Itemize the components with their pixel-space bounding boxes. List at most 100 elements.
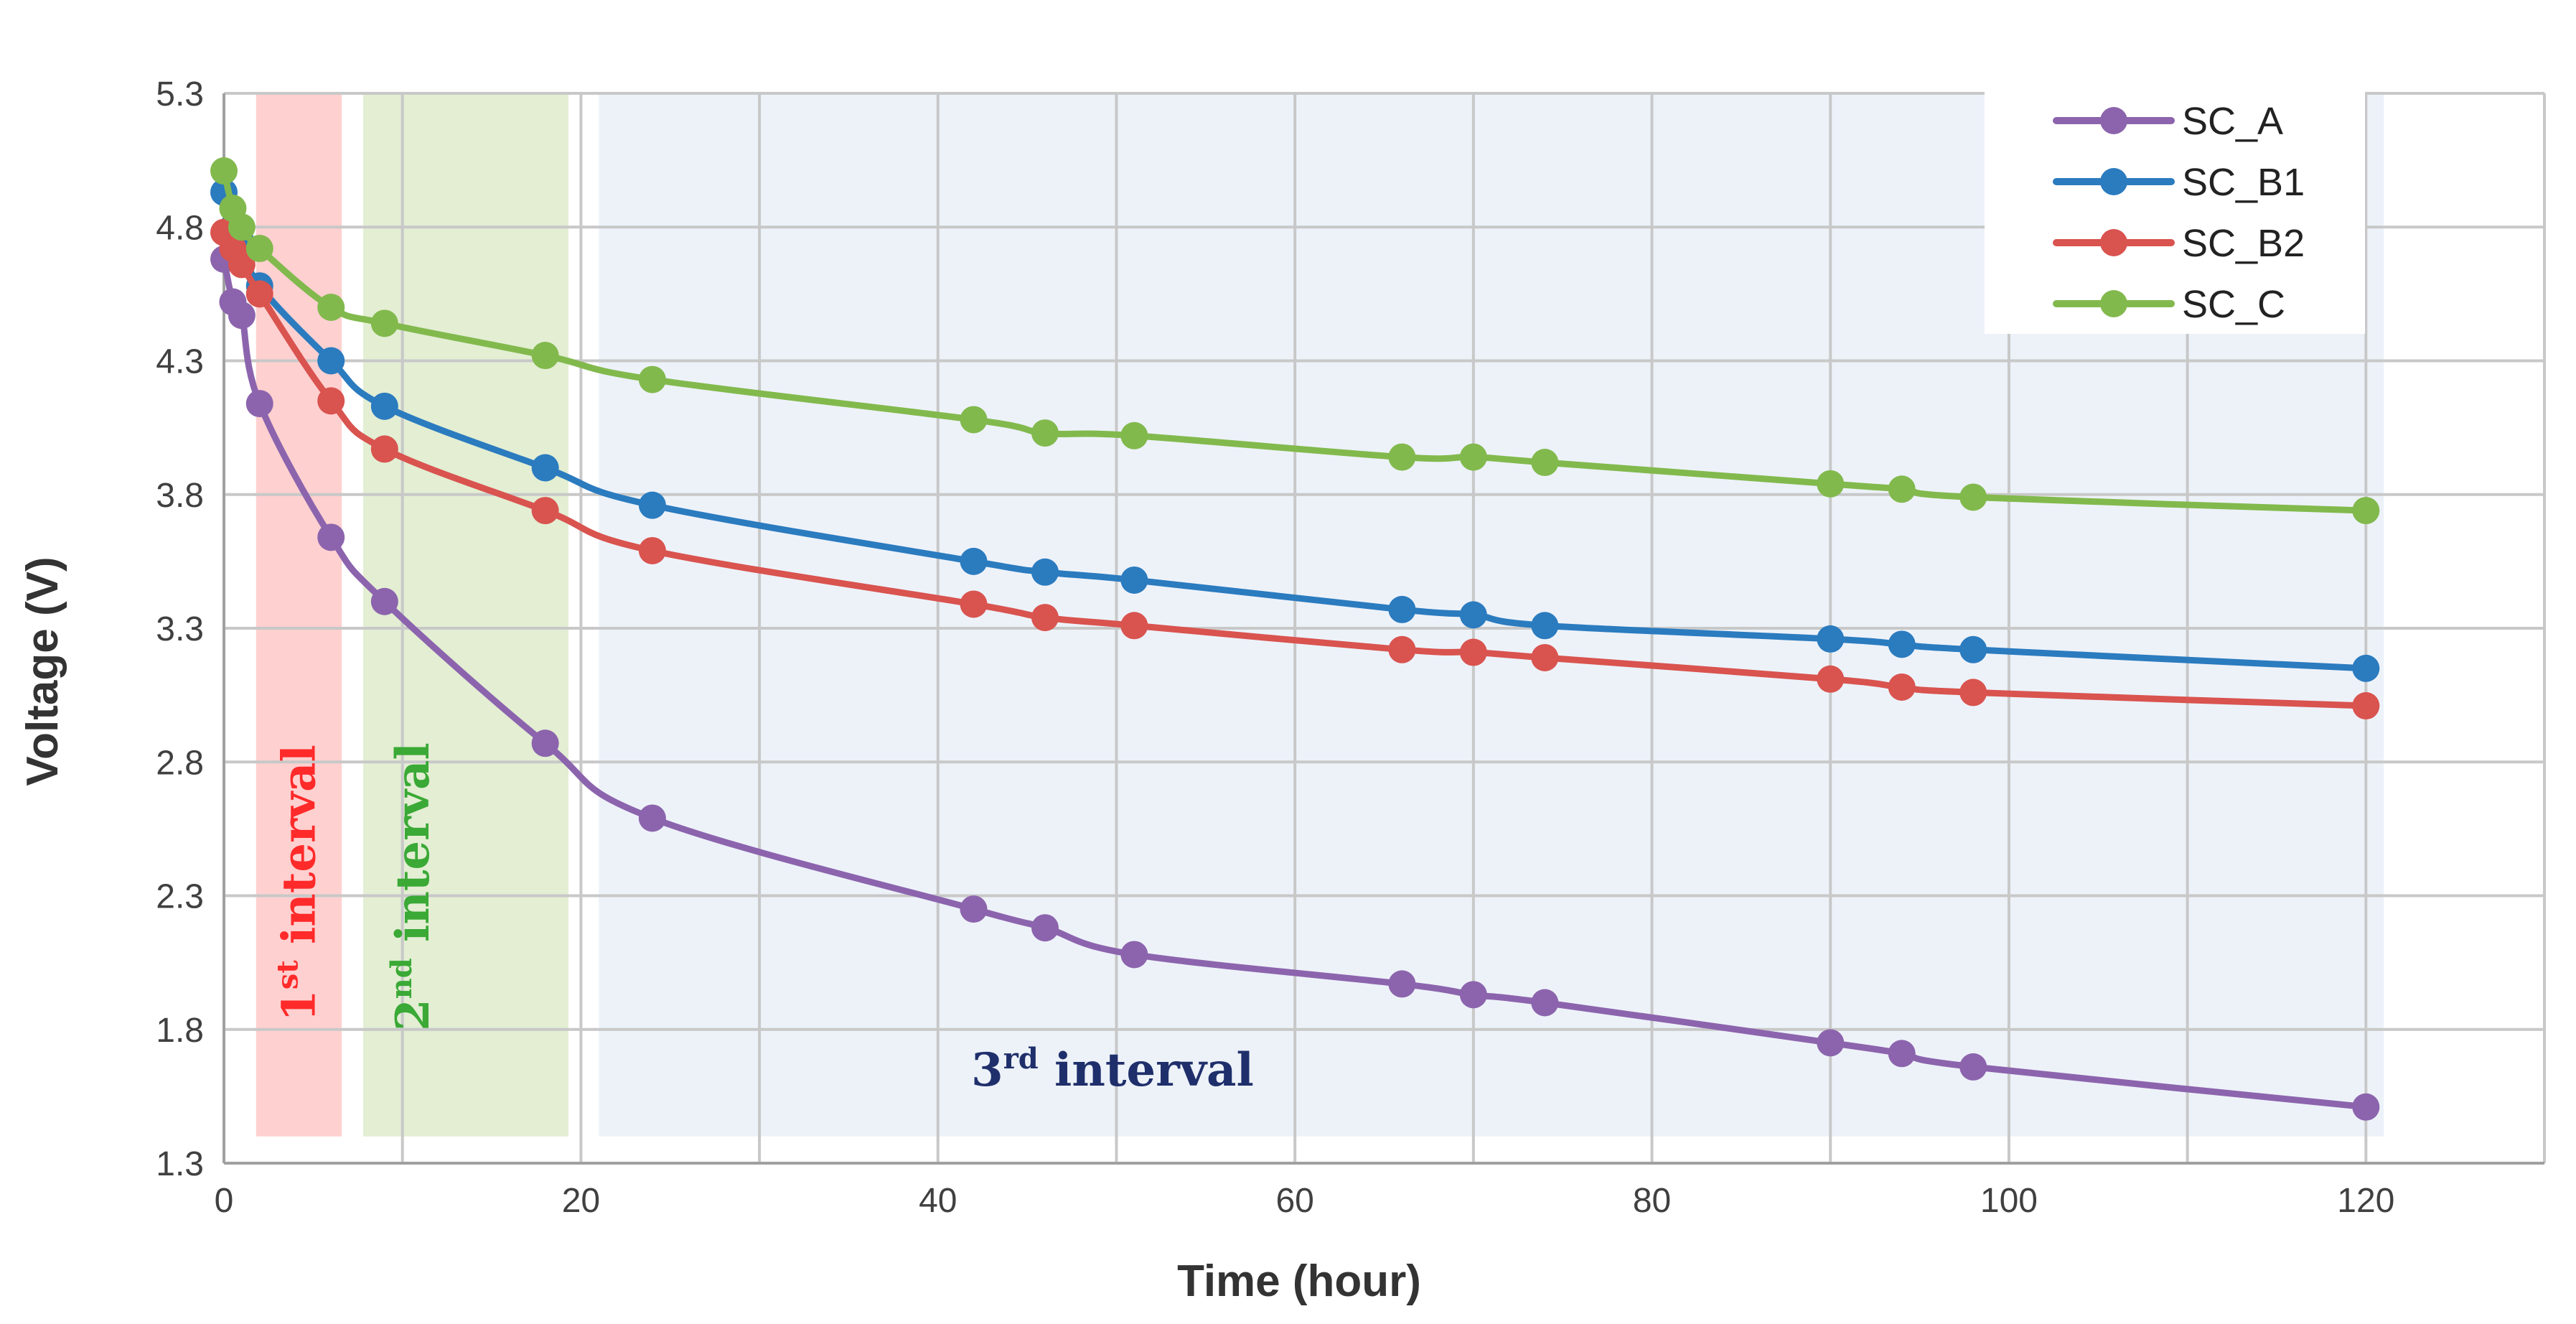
data-point-sc-b2: [2352, 692, 2380, 720]
data-point-sc-c: [1959, 483, 1987, 511]
y-tick-label: 3.8: [156, 477, 204, 515]
data-point-sc-c: [531, 342, 559, 370]
x-tick-label: 80: [1633, 1182, 1671, 1220]
data-point-sc-b2: [1531, 643, 1559, 671]
data-point-sc-b1: [1031, 558, 1059, 586]
legend-label-sc-a: SC_A: [2182, 100, 2283, 143]
data-point-sc-a: [228, 302, 256, 330]
legend-item-sc-b2: SC_B2: [2053, 222, 2305, 265]
data-point-sc-a: [245, 390, 273, 418]
data-point-sc-c: [1388, 443, 1416, 471]
series-sc-b2: [210, 218, 2380, 720]
data-point-sc-b2: [317, 387, 345, 415]
y-tick-label: 1.3: [156, 1145, 204, 1183]
data-point-sc-a: [531, 729, 559, 757]
data-point-sc-a: [1031, 914, 1059, 942]
data-point-sc-c: [1120, 421, 1148, 449]
series-sc-a: [210, 245, 2380, 1121]
legend-label-sc-c: SC_C: [2182, 283, 2285, 326]
interval-1-label: 1st interval: [271, 745, 326, 1022]
data-point-sc-b1: [1120, 566, 1148, 594]
legend-marker-sc-b2: [2100, 229, 2127, 256]
data-point-sc-a: [1959, 1053, 1987, 1081]
data-point-sc-b1: [531, 454, 559, 482]
data-point-sc-a: [1388, 970, 1416, 998]
data-point-sc-b1: [1888, 630, 1916, 658]
legend-marker-sc-a: [2100, 107, 2127, 134]
data-point-sc-b2: [1388, 635, 1416, 663]
y-axis-title: Voltage (V): [18, 556, 67, 785]
legend-label-sc-b1: SC_B1: [2182, 161, 2305, 204]
series-sc-c: [210, 157, 2380, 525]
legend-marker-sc-b1: [2100, 168, 2127, 195]
data-point-sc-a: [1120, 941, 1148, 969]
y-tick-label: 5.3: [156, 75, 204, 113]
data-point-sc-b2: [245, 280, 273, 308]
data-point-sc-b2: [531, 497, 559, 525]
data-point-sc-b1: [638, 491, 666, 519]
data-point-sc-c: [228, 213, 256, 241]
interval-1-region: [256, 93, 342, 1137]
y-tick-label: 4.3: [156, 343, 204, 381]
x-tick-label: 0: [215, 1182, 234, 1220]
data-point-sc-b2: [228, 251, 256, 279]
legend-label-sc-b2: SC_B2: [2182, 222, 2305, 265]
data-point-sc-b1: [370, 392, 398, 420]
data-point-sc-b1: [1388, 595, 1416, 623]
legend-marker-sc-c: [2100, 290, 2127, 317]
data-point-sc-c: [960, 406, 988, 434]
legend-box: [1985, 90, 2365, 334]
data-point-sc-b2: [1459, 638, 1487, 666]
data-point-sc-a: [1531, 989, 1559, 1017]
data-point-sc-c: [245, 235, 273, 263]
x-axis-title: Time (hour): [1177, 1257, 1421, 1306]
y-tick-label: 3.3: [156, 610, 204, 648]
y-tick-label: 2.8: [156, 744, 204, 782]
x-tick-label: 40: [919, 1182, 957, 1220]
legend: SC_A SC_B1 SC_B2 SC_C: [1985, 90, 2365, 334]
interval-2-label: 2nd interval: [385, 742, 440, 1031]
data-point-sc-c: [370, 309, 398, 337]
data-point-sc-b2: [960, 590, 988, 618]
data-point-sc-b2: [370, 435, 398, 463]
data-point-sc-b1: [317, 347, 345, 375]
legend-item-sc-c: SC_C: [2053, 283, 2285, 326]
y-tick-label: 4.8: [156, 209, 204, 247]
data-point-sc-b1: [1959, 635, 1987, 663]
data-point-sc-c: [1888, 475, 1916, 503]
data-point-sc-c: [1031, 419, 1059, 447]
data-point-sc-a: [370, 587, 398, 615]
y-tick-label: 1.8: [156, 1012, 204, 1050]
data-point-sc-a: [1888, 1040, 1916, 1068]
data-point-sc-b1: [2352, 654, 2380, 682]
data-point-sc-c: [1817, 470, 1845, 498]
data-series: [210, 157, 2380, 1121]
axes: 0 20 40 60 80 100 120 1.3 1.8 2.3 2.8 3.3 3.8 4.3 4.8 5…: [156, 75, 2544, 1220]
data-point-sc-b2: [1817, 665, 1845, 693]
data-point-sc-b2: [1888, 673, 1916, 701]
data-point-sc-c: [1459, 443, 1487, 471]
x-tick-label: 60: [1275, 1182, 1313, 1220]
interval-labels: 1st interval 2nd interval 3rd interval: [271, 742, 1253, 1097]
data-point-sc-b1: [1817, 625, 1845, 653]
legend-item-sc-a: SC_A: [2053, 100, 2283, 143]
data-point-sc-c: [638, 365, 666, 393]
data-point-sc-a: [960, 895, 988, 923]
data-point-sc-b1: [1459, 601, 1487, 629]
data-point-sc-a: [638, 804, 666, 832]
data-point-sc-b2: [1120, 612, 1148, 640]
data-point-sc-a: [1459, 981, 1487, 1009]
data-point-sc-c: [1531, 449, 1559, 477]
x-tick-label: 100: [1980, 1182, 2038, 1220]
data-point-sc-b1: [960, 547, 988, 575]
grid-lines: [223, 92, 2546, 1165]
data-point-sc-c: [210, 157, 238, 185]
x-tick-label: 120: [2337, 1182, 2394, 1220]
data-point-sc-b2: [1959, 679, 1987, 707]
y-tick-label: 2.3: [156, 878, 204, 916]
data-point-sc-b2: [1031, 604, 1059, 632]
legend-item-sc-b1: SC_B1: [2053, 161, 2305, 204]
data-point-sc-a: [2352, 1093, 2380, 1121]
data-point-sc-c: [317, 294, 345, 321]
